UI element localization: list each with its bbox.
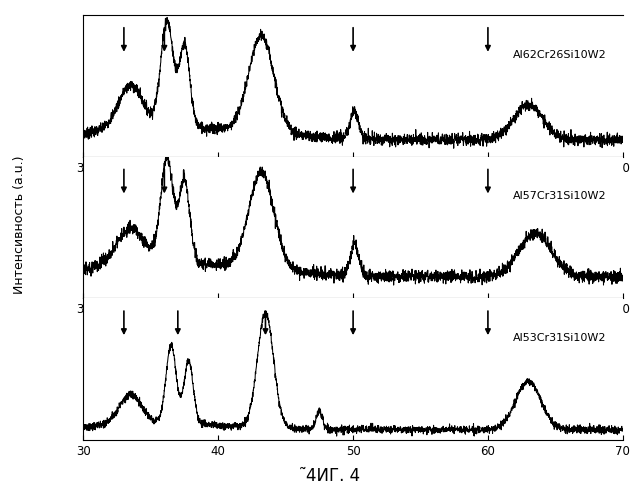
- Text: ͂4ИГ. 4: ͂4ИГ. 4: [307, 467, 361, 485]
- Text: Al53Cr31Si10W2: Al53Cr31Si10W2: [513, 333, 607, 343]
- Text: Al57Cr31Si10W2: Al57Cr31Si10W2: [513, 192, 607, 202]
- Text: Al62Cr26Si10W2: Al62Cr26Si10W2: [513, 50, 607, 59]
- Text: Интенсивность (a.u.): Интенсивность (a.u.): [13, 156, 26, 294]
